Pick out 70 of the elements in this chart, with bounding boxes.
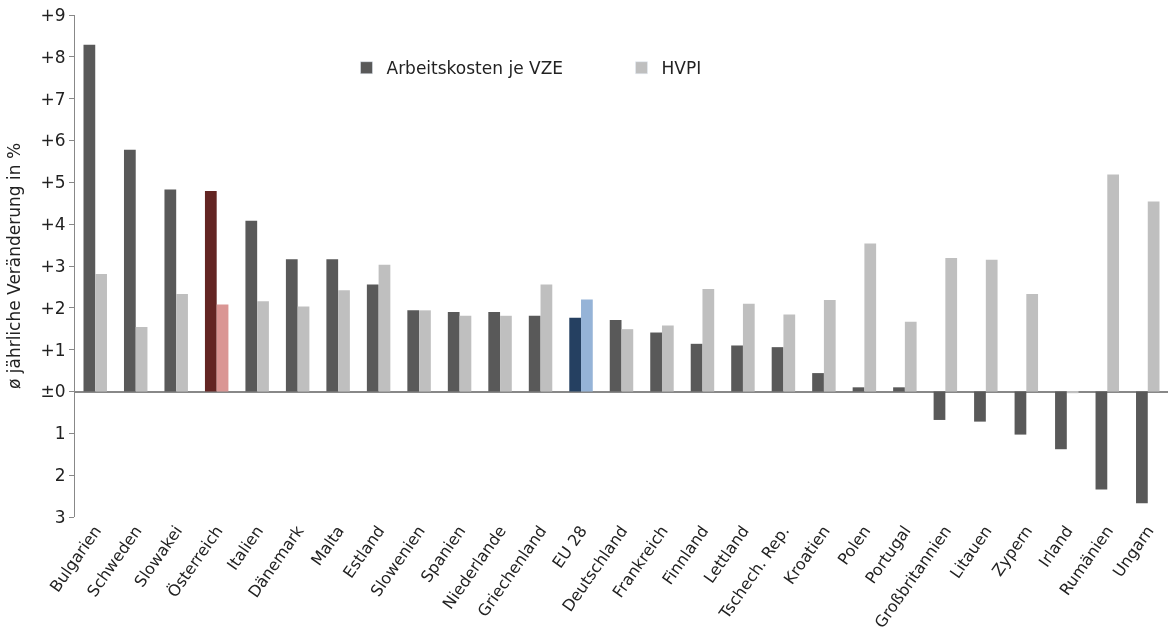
y-tick-label: +8: [40, 46, 66, 67]
y-tick-label: +7: [40, 88, 66, 109]
bar: [459, 315, 472, 392]
y-tick-label: +5: [40, 172, 66, 193]
bar: [783, 314, 796, 392]
y-tick-label: 1: [54, 423, 66, 444]
bar: [731, 345, 743, 392]
bar: [135, 327, 148, 392]
bar: [621, 329, 634, 392]
bar: [326, 259, 339, 392]
bar: [933, 391, 946, 420]
y-tick-label: +1: [40, 339, 66, 360]
y-tick-label: +2: [40, 297, 66, 318]
y-tick-label: +9: [40, 4, 66, 25]
y-tick-label: +4: [40, 214, 66, 235]
bar: [1066, 391, 1079, 394]
bar: [338, 290, 350, 392]
bar: [83, 44, 96, 392]
bar: [407, 310, 420, 392]
bar: [164, 189, 177, 392]
bar: [378, 264, 391, 392]
bar: [366, 284, 379, 392]
legend-label: Arbeitskosten je VZE: [386, 58, 564, 79]
bar: [245, 220, 258, 392]
bar: [1136, 391, 1148, 504]
y-axis-title: ø jährliche Veränderung in %: [4, 142, 25, 390]
bar: [1055, 391, 1067, 450]
bar: [123, 149, 136, 392]
bar: [812, 373, 824, 392]
bar: [702, 289, 715, 392]
bar: [742, 303, 755, 392]
bar: [216, 304, 229, 392]
bar: [540, 284, 553, 392]
bar: [285, 259, 298, 392]
bar: [904, 321, 917, 392]
bar: [528, 315, 541, 392]
y-tick-label: 3: [54, 506, 66, 527]
bar: [690, 343, 703, 392]
y-tick-label: 2: [54, 465, 66, 486]
y-tick-label: +6: [40, 130, 66, 151]
bar: [488, 312, 501, 392]
bar: [419, 310, 431, 392]
bar: [569, 317, 582, 392]
bar: [771, 347, 784, 392]
y-tick-label: ±0: [40, 381, 66, 402]
bar: [1095, 391, 1108, 490]
bar: [609, 319, 622, 392]
bar: [257, 301, 269, 392]
bar: [650, 332, 662, 392]
bar: [823, 299, 836, 392]
legend-label: HVPI: [661, 58, 702, 79]
y-tick-label: +3: [40, 255, 66, 276]
bar: [447, 312, 460, 392]
bar: [95, 273, 107, 392]
bar: [974, 391, 986, 422]
bar: [297, 306, 310, 392]
bar: [1026, 294, 1039, 392]
bar: [1107, 174, 1120, 392]
bar: [1014, 391, 1027, 435]
bar: [581, 299, 593, 392]
bar: [1147, 201, 1160, 392]
bar: [500, 315, 512, 392]
bar: [176, 294, 188, 392]
bar: [864, 243, 877, 392]
bar: [893, 387, 905, 392]
bar: [945, 258, 958, 392]
bar: [852, 387, 865, 392]
bar: [661, 325, 674, 392]
bar: [985, 259, 998, 392]
bar: [204, 191, 217, 392]
